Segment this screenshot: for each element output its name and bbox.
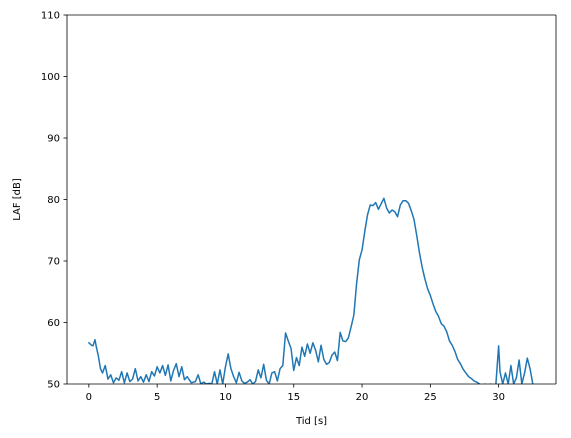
y-axis-ticks: 50 60 70 80 90 100 110: [41, 11, 67, 391]
y-tick-label: 50: [47, 380, 60, 391]
x-tick-label: 25: [424, 392, 437, 403]
y-tick-label: 100: [41, 72, 60, 83]
series-line: [88, 197, 534, 384]
x-tick-label: 0: [86, 392, 92, 403]
y-tick-label: 80: [47, 195, 60, 206]
y-tick-label: 110: [41, 11, 60, 22]
x-tick-label: 5: [154, 392, 160, 403]
y-tick-label: 60: [47, 318, 60, 329]
x-tick-label: 20: [356, 392, 369, 403]
y-axis-label: LAF [dB]: [12, 178, 23, 221]
x-axis-ticks: 0 5 10 15 20 25 30: [86, 384, 505, 403]
x-tick-label: 30: [492, 392, 505, 403]
x-tick-label: 15: [287, 392, 300, 403]
y-tick-label: 90: [47, 134, 60, 145]
y-tick-label: 70: [47, 257, 60, 268]
x-tick-label: 10: [219, 392, 232, 403]
x-axis-label: Tid [s]: [295, 416, 327, 427]
axes: [66, 14, 557, 385]
